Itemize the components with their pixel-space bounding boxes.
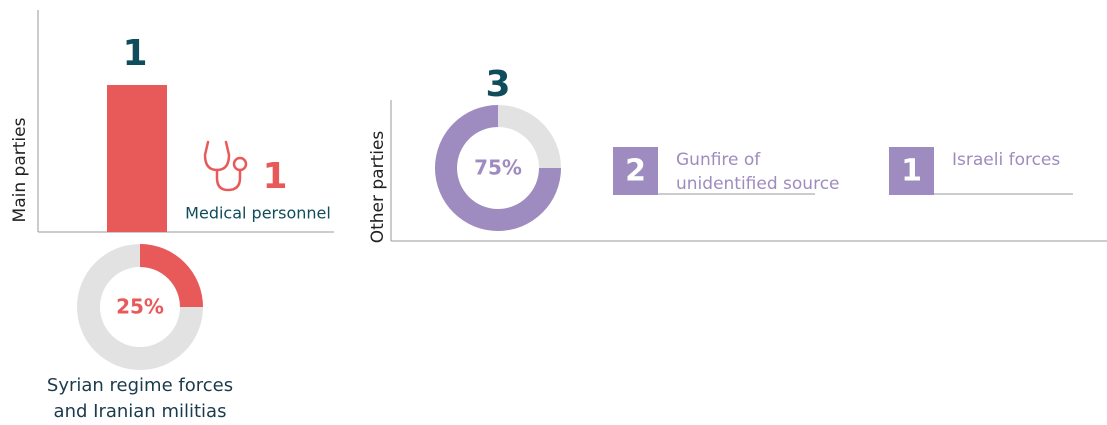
item-value: 1 bbox=[901, 154, 922, 189]
donut-value: 75% bbox=[474, 156, 522, 180]
total-count: 3 bbox=[485, 64, 510, 105]
item-label: Israeli forces bbox=[952, 150, 1060, 170]
item-badge bbox=[613, 147, 658, 195]
stethoscope-icon bbox=[203, 140, 248, 192]
donut-segment bbox=[435, 105, 561, 231]
icon-count: 1 bbox=[262, 156, 287, 197]
icon-label: Medical personnel bbox=[185, 204, 331, 223]
bar-value: 1 bbox=[122, 33, 147, 74]
donut-value: 25% bbox=[116, 295, 164, 319]
donut-segment bbox=[140, 244, 203, 307]
item-label: unidentified source bbox=[676, 174, 840, 194]
other-axis-label: Other parties bbox=[368, 131, 388, 244]
bar bbox=[107, 85, 167, 232]
main-axis-label: Main parties bbox=[10, 117, 30, 222]
item-value: 2 bbox=[625, 154, 646, 189]
item-badge bbox=[889, 147, 934, 195]
item-label: Gunfire of bbox=[676, 150, 761, 170]
donut-label: and Iranian militias bbox=[54, 401, 227, 422]
donut-label: Syrian regime forces bbox=[47, 375, 233, 396]
